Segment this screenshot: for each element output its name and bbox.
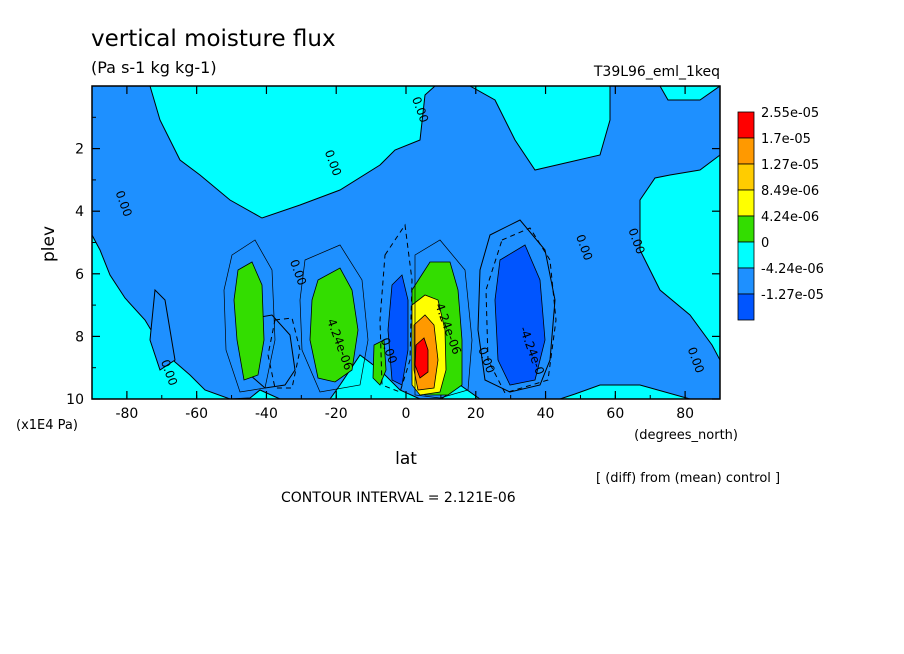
chart-title: vertical moisture flux — [91, 26, 336, 52]
colorbar-label: 1.27e-05 — [761, 158, 819, 173]
colorbar-label: -1.27e-05 — [761, 288, 824, 303]
x-tick-label: 40 — [537, 406, 555, 422]
strong-positive-regions — [411, 294, 447, 396]
x-tick-label: 0 — [402, 406, 411, 422]
x-axis-label: lat — [395, 449, 417, 469]
y-axis: 2 4 6 8 10 — [66, 116, 720, 408]
thin-contour-1 — [223, 239, 276, 393]
colorbar-swatch — [737, 163, 755, 191]
x-tick-label: -20 — [325, 406, 348, 422]
thin-contour-3 — [414, 239, 473, 399]
colorbar-label: 0 — [761, 236, 769, 251]
colorbar-swatch — [737, 267, 755, 295]
x-axis-units: (degrees_north) — [634, 428, 738, 443]
region-pos-subtropics — [309, 267, 359, 383]
colorbar-swatch — [737, 293, 755, 321]
x-tick-label: 80 — [676, 406, 694, 422]
y-axis-units: (x1E4 Pa) — [16, 418, 78, 433]
region-core-south — [494, 244, 546, 386]
x-tick-label: -40 — [255, 406, 278, 422]
colorbar-swatch — [737, 111, 755, 139]
thin-contour-2 — [299, 244, 369, 393]
colorbar-label: 2.55e-05 — [761, 106, 819, 121]
dashed-contours — [267, 223, 557, 394]
colorbar-label: 4.24e-06 — [761, 210, 819, 225]
diff-note: [ (diff) from (mean) control ] — [596, 471, 780, 486]
plot-area — [92, 86, 720, 399]
dashed-contour-2 — [379, 223, 413, 393]
strong-negative-regions — [387, 244, 546, 386]
dashed-contour-1 — [485, 227, 557, 394]
contour-interval: CONTOUR INTERVAL = 2.121E-06 — [281, 490, 516, 506]
region-pos-small — [372, 339, 387, 386]
y-tick-label: 4 — [75, 204, 84, 220]
y-tick-label: 10 — [66, 392, 84, 408]
y-tick-label: 2 — [75, 142, 84, 158]
dashed-contour-3 — [267, 317, 301, 389]
colorbar: 2.55e-05 1.7e-05 1.27e-05 8.49e-06 4.24e-06 0… — [737, 106, 824, 321]
x-tick-label: 60 — [606, 406, 624, 422]
region-core-equator — [387, 274, 409, 386]
chart-units: (Pa s-1 kg kg-1) — [91, 58, 217, 77]
colorbar-label: 1.7e-05 — [761, 132, 811, 147]
y-tick-label: 8 — [75, 329, 84, 345]
x-tick-label: -80 — [115, 406, 138, 422]
y-tick-label: 6 — [75, 267, 84, 283]
y-axis-label: plev — [39, 226, 59, 262]
region-dip-1 — [149, 288, 176, 371]
colorbar-swatch — [737, 137, 755, 165]
colorbar-swatch — [737, 215, 755, 243]
thin-contours — [223, 239, 473, 399]
experiment-label: T39L96_eml_1keq — [593, 64, 720, 80]
x-tick-label: 20 — [467, 406, 485, 422]
colorbar-swatch — [737, 241, 755, 269]
x-tick-label: -60 — [185, 406, 208, 422]
colorbar-swatch — [737, 189, 755, 217]
region-pos-west — [233, 261, 265, 381]
x-axis: -80 -60 -40 -20 0 20 40 60 80 — [91, 86, 721, 422]
colorbar-label: -4.24e-06 — [761, 262, 824, 277]
colorbar-label: 8.49e-06 — [761, 184, 819, 199]
